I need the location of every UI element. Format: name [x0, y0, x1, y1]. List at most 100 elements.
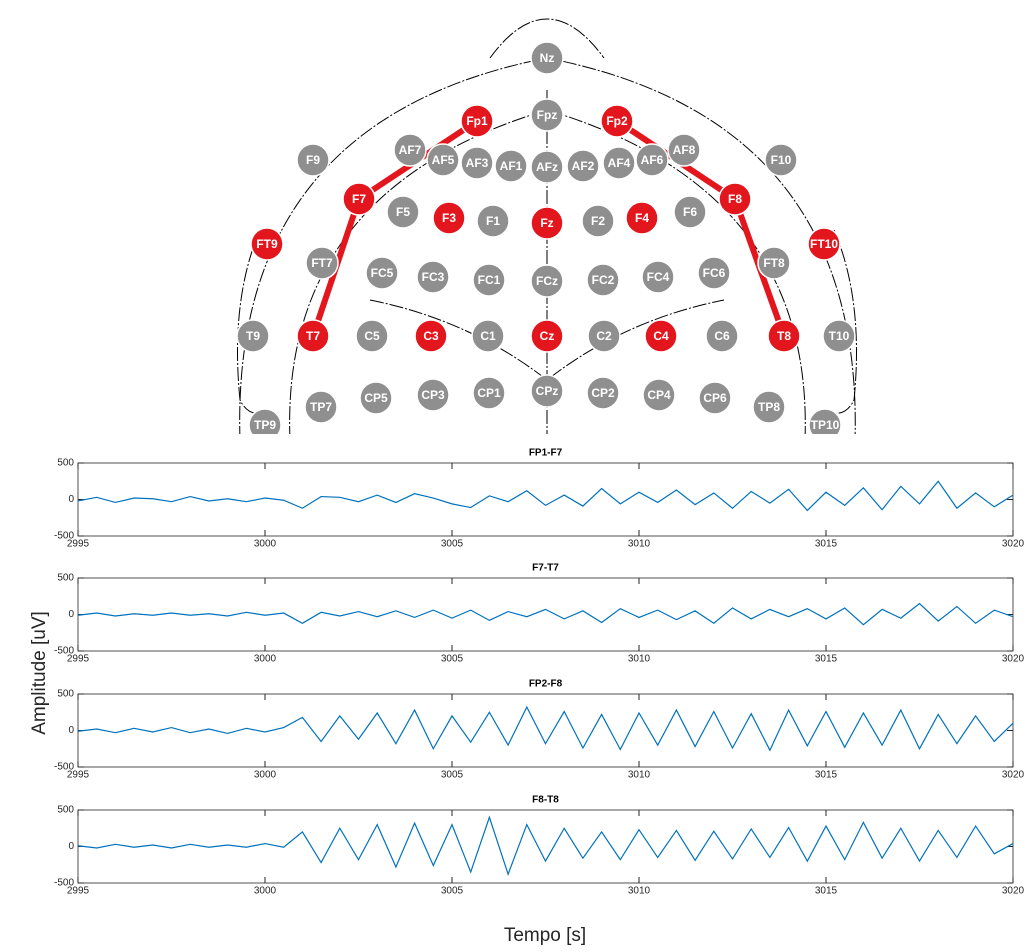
electrode-label: C1 [480, 329, 496, 343]
x-tick-label: 3000 [254, 770, 277, 781]
x-tick-label: 3015 [815, 654, 838, 665]
electrode-label: T7 [306, 329, 320, 343]
electrode-label: FT9 [256, 237, 278, 251]
y-tick-label: 0 [68, 841, 74, 852]
electrode-label: F7 [352, 192, 366, 206]
electrode-label: FC6 [703, 266, 726, 280]
electrode-label: AF8 [673, 143, 696, 157]
electrode-label: AFz [536, 160, 558, 174]
electrode-label: FT8 [763, 256, 785, 270]
y-tick-label: -500 [54, 531, 74, 542]
electrode-label: T8 [777, 329, 791, 343]
electrode-label: FC4 [647, 270, 670, 284]
y-tick-label: 500 [57, 458, 74, 469]
electrode-label: TP7 [310, 400, 332, 414]
x-tick-label: 3005 [441, 770, 464, 781]
electrode-label: FT7 [311, 256, 333, 270]
x-tick-label: 3000 [254, 539, 277, 550]
electrode-label: AF1 [500, 159, 523, 173]
x-tick-label: 3010 [628, 886, 651, 897]
electrode-label: C5 [364, 329, 380, 343]
electrode-label: T10 [829, 329, 850, 343]
x-tick-label: 3000 [254, 886, 277, 897]
electrode-label: F8 [728, 192, 742, 206]
electrode-label: F4 [635, 211, 649, 225]
x-tick-label: 3005 [441, 654, 464, 665]
electrode-label: CPz [536, 384, 559, 398]
electrode-label: F2 [591, 214, 605, 228]
electrode-label: F10 [771, 153, 792, 167]
electrode-label: C3 [423, 329, 439, 343]
plot-area [78, 694, 1013, 767]
electrode-label: CP1 [477, 386, 501, 400]
electrode-label: CP5 [364, 391, 388, 405]
electrode-label: AF3 [466, 156, 489, 170]
x-tick-label: 3005 [441, 886, 464, 897]
chart-title: F7-T7 [532, 563, 559, 574]
electrode-label: F1 [486, 214, 500, 228]
electrode-label: TP8 [758, 400, 780, 414]
electrode-label: AF5 [432, 153, 455, 167]
electrode-map: Nz Fp1 Fpz Fp2 F9 AF7 AF5 AF3 AF1 AFz AF2 AF4 AF6 AF8… [237, 42, 855, 441]
electrode-label: F9 [306, 153, 320, 167]
electrode-label: CP6 [703, 391, 727, 405]
electrode-label: C6 [714, 329, 730, 343]
electrode-label: FC2 [592, 273, 615, 287]
electrode-label: FT10 [810, 237, 838, 251]
electrode-label: Fp1 [466, 114, 488, 128]
electrode-label: CP3 [421, 388, 445, 402]
electrode-label: Fpz [537, 108, 558, 122]
y-tick-label: 500 [57, 689, 74, 700]
x-tick-label: 3015 [815, 886, 838, 897]
x-tick-label: 3010 [628, 770, 651, 781]
y-axis-label: Amplitude [uV] [29, 611, 50, 735]
electrode-label: C4 [653, 329, 669, 343]
electrode-label: FC3 [422, 270, 445, 284]
electrode-label: F3 [442, 211, 456, 225]
y-tick-label: 500 [57, 805, 74, 816]
electrode-label: Fp2 [606, 114, 628, 128]
figure: Nz Fp1 Fpz Fp2 F9 AF7 AF5 AF3 AF1 AFz AF2 AF4 AF6 AF8… [0, 0, 1027, 952]
chart-title: FP2-F8 [529, 679, 563, 690]
electrode-label: AF2 [572, 159, 595, 173]
x-axis-label: Tempo [s] [504, 925, 586, 946]
chart-title: F8-T8 [532, 795, 559, 806]
x-tick-label: 3020 [1002, 539, 1025, 550]
electrode-label: FCz [536, 274, 558, 288]
y-tick-label: 500 [57, 573, 74, 584]
electrode-label: F6 [683, 205, 697, 219]
y-tick-label: -500 [54, 878, 74, 889]
x-tick-label: 3020 [1002, 654, 1025, 665]
electrode-label: Cz [540, 329, 555, 343]
y-tick-label: -500 [54, 646, 74, 657]
y-tick-label: 0 [68, 494, 74, 505]
electrode-label: TP9 [254, 418, 276, 432]
electrode-label: AF6 [641, 153, 664, 167]
electrode-label: CP2 [591, 386, 615, 400]
x-tick-label: 3015 [815, 539, 838, 550]
electrode-label: FC1 [478, 273, 501, 287]
x-tick-label: 3000 [254, 654, 277, 665]
y-tick-label: -500 [54, 762, 74, 773]
chart-title: FP1-F7 [529, 448, 563, 459]
electrode-label: F5 [396, 205, 410, 219]
electrode-label: T9 [246, 329, 260, 343]
x-tick-label: 3010 [628, 539, 651, 550]
electrodes: Nz Fp1 Fpz Fp2 F9 AF7 AF5 AF3 AF1 AFz AF2 AF4 AF6 AF8… [237, 42, 855, 441]
electrode-label: Fz [540, 216, 553, 230]
x-tick-label: 3020 [1002, 770, 1025, 781]
electrode-label: AF7 [399, 143, 422, 157]
electrode-label: CP4 [647, 388, 671, 402]
y-tick-label: 0 [68, 609, 74, 620]
electrode-label: Nz [540, 51, 555, 65]
electrode-label: FC5 [371, 266, 394, 280]
electrode-label: C2 [596, 329, 612, 343]
x-tick-label: 3015 [815, 770, 838, 781]
electrode-label: AF4 [608, 156, 631, 170]
electrode-label: TP10 [811, 418, 840, 432]
x-tick-label: 3005 [441, 539, 464, 550]
x-tick-label: 3020 [1002, 886, 1025, 897]
x-tick-label: 3010 [628, 654, 651, 665]
y-tick-label: 0 [68, 725, 74, 736]
